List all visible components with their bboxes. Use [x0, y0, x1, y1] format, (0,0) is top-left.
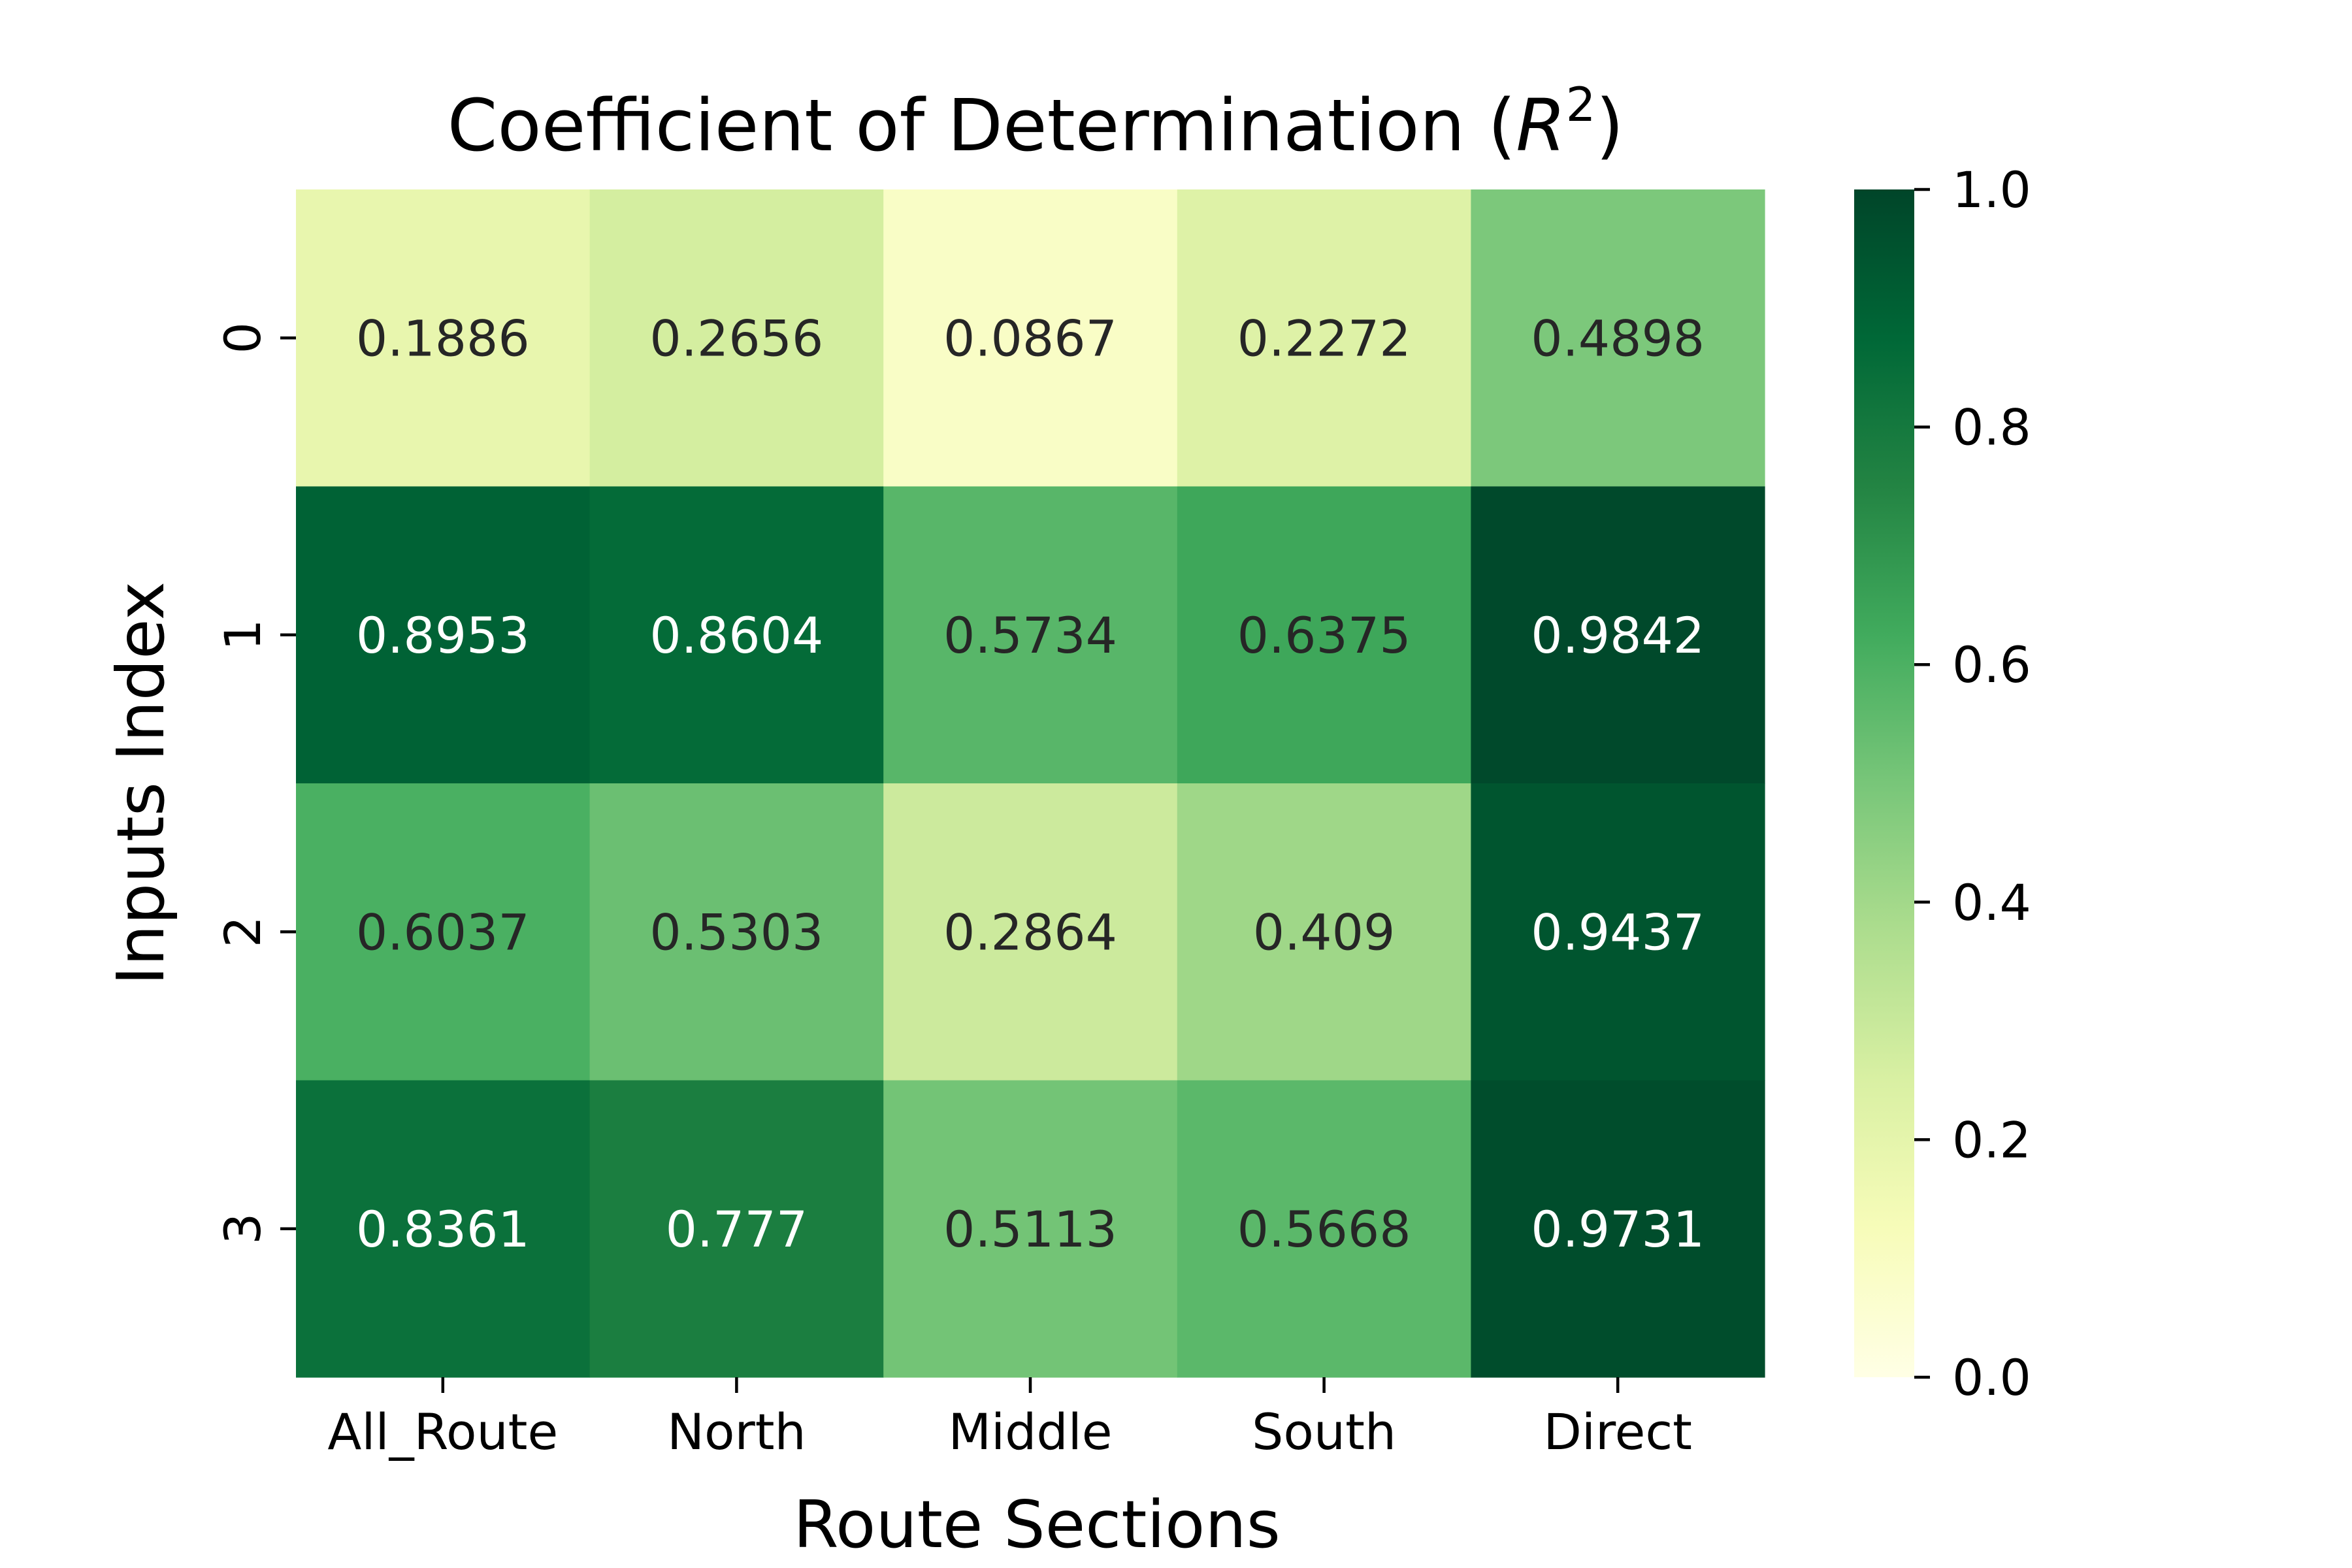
heatmap-cell: [883, 1080, 1178, 1378]
y-axis: 0 1 2 3: [214, 322, 296, 1245]
y-axis-label: Inputs Index: [103, 581, 179, 985]
cell-value-label: 0.6037: [356, 903, 530, 961]
heatmap-cell: [296, 189, 591, 487]
heatmap-cell: [1177, 486, 1471, 784]
x-tick-label: South: [1252, 1403, 1396, 1461]
heatmap-cell: [296, 1080, 591, 1378]
y-tick-label: 3: [214, 1213, 272, 1245]
cell-value-label: 0.9842: [1531, 606, 1705, 664]
heatmap-cell: [296, 783, 591, 1081]
heatmap-cell: [1471, 189, 1765, 487]
heatmap-cell: [883, 189, 1178, 487]
cell-value-label: 0.2864: [943, 903, 1117, 961]
colorbar-tick-label: 1.0: [1952, 161, 2031, 219]
chart-title: Coefficient of Determination (R2): [448, 77, 1624, 167]
heatmap-cell: [1471, 486, 1765, 784]
heatmap-cell: [1177, 1080, 1471, 1378]
y-tick-label: 2: [214, 916, 272, 947]
cell-value-label: 0.6375: [1237, 606, 1411, 664]
heatmap-cell: [296, 486, 591, 784]
colorbar-tick-label: 0.6: [1952, 636, 2031, 694]
cell-value-label: 0.8361: [356, 1200, 530, 1258]
cell-value-label: 0.5113: [943, 1200, 1117, 1258]
cell-value-label: 0.2272: [1237, 309, 1411, 367]
colorbar-tick-label: 0.0: [1952, 1348, 2031, 1407]
cell-value-label: 0.8604: [649, 606, 823, 664]
cell-value-label: 0.777: [666, 1200, 808, 1258]
chart-title-suffix: ): [1595, 84, 1624, 167]
cell-value-label: 0.9437: [1531, 903, 1705, 961]
x-tick-label: North: [667, 1403, 806, 1461]
cell-value-label: 0.409: [1253, 903, 1396, 961]
cell-value-label: 0.5734: [943, 606, 1117, 664]
chart-title-superscript: 2: [1566, 77, 1596, 132]
heatmap-cell: [1177, 783, 1471, 1081]
colorbar: 0.0 0.2 0.4 0.6 0.8 1.0: [1854, 161, 2031, 1407]
heatmap-cell: [589, 486, 884, 784]
cell-value-label: 0.0867: [943, 309, 1117, 367]
x-tick-label: All_Route: [327, 1403, 558, 1461]
cell-value-label: 0.5668: [1237, 1200, 1411, 1258]
y-tick-label: 0: [214, 322, 272, 353]
heatmap-cell: [589, 189, 884, 487]
y-tick-label: 1: [214, 619, 272, 651]
cell-value-label: 0.9731: [1531, 1200, 1705, 1258]
x-axis-label: Route Sections: [793, 1486, 1281, 1563]
heatmap-cell: [883, 783, 1178, 1081]
heatmap-cell: [589, 1080, 884, 1378]
colorbar-tick-label: 0.2: [1952, 1111, 2031, 1169]
heatmap-cells: 0.1886 0.2656 0.0867 0.2272 0.4898 0.8953 0.86…: [296, 189, 1765, 1378]
cell-value-label: 0.8953: [356, 606, 530, 664]
heatmap-cell: [589, 783, 884, 1081]
colorbar-tick-label: 0.8: [1952, 399, 2031, 457]
chart-title-prefix: Coefficient of Determination (: [448, 84, 1516, 167]
x-tick-label: Middle: [948, 1403, 1112, 1461]
heatmap-cell: [1471, 1080, 1765, 1378]
cell-value-label: 0.2656: [649, 309, 823, 367]
heatmap-cell: [883, 486, 1178, 784]
x-axis: All_Route North Middle South Direct: [327, 1377, 1692, 1461]
colorbar-gradient: [1854, 189, 1914, 1377]
chart-title-symbol: R: [1516, 84, 1565, 167]
x-tick-label: Direct: [1543, 1403, 1692, 1461]
heatmap-cell: [1177, 189, 1471, 487]
heatmap-cell: [1471, 783, 1765, 1081]
cell-value-label: 0.5303: [649, 903, 823, 961]
cell-value-label: 0.1886: [356, 309, 530, 367]
colorbar-tick-label: 0.4: [1952, 874, 2031, 932]
cell-value-label: 0.4898: [1531, 309, 1705, 367]
